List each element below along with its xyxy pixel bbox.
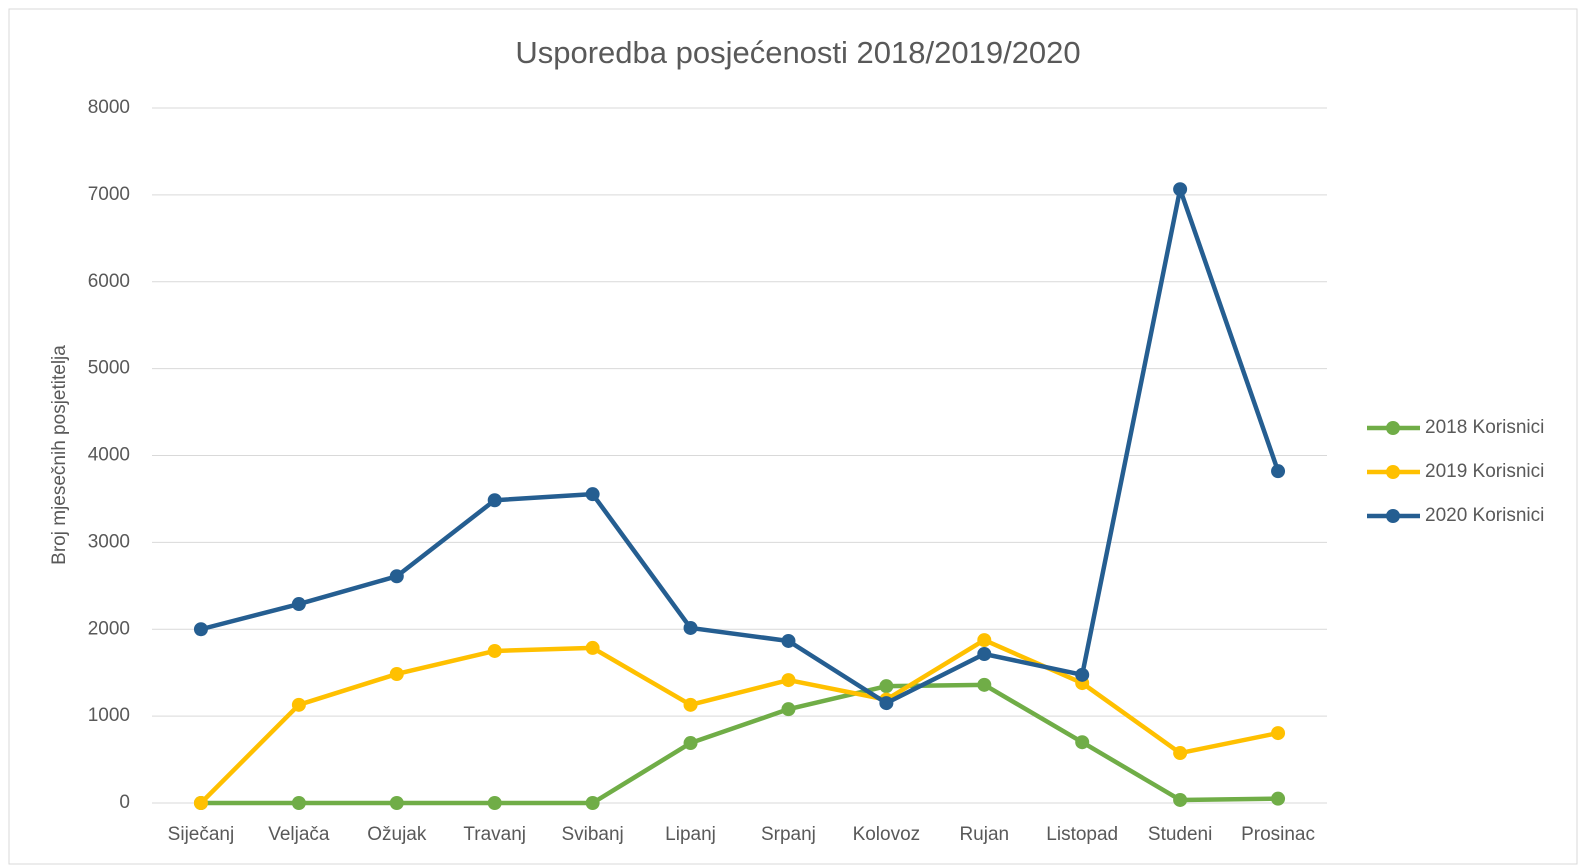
data-point (389, 569, 404, 584)
y-axis-label: Broj mjesečnih posjetitelja (49, 345, 70, 565)
series-line (200, 186, 1281, 706)
legend-marker (1386, 509, 1400, 523)
y-tick-label: 8000 (88, 97, 130, 118)
legend-marker (1386, 465, 1400, 479)
data-point (585, 487, 600, 502)
x-tick-label: Rujan (959, 824, 1009, 845)
legend-label: 2020 Korisnici (1425, 505, 1544, 526)
x-tick-label: Ožujak (367, 824, 427, 845)
data-point (1173, 746, 1188, 761)
data-point (977, 677, 992, 692)
legend-marker (1386, 421, 1400, 435)
chart-border (8, 8, 1578, 865)
data-point (193, 796, 208, 810)
data-point (879, 696, 894, 711)
x-tick-label: Listopad (1046, 824, 1118, 845)
chart-title: Usporedba posjećenosti 2018/2019/2020 (515, 35, 1080, 70)
data-point (781, 673, 796, 688)
data-point (487, 493, 502, 508)
x-tick-label: Svibanj (561, 824, 623, 845)
y-tick-label: 7000 (88, 184, 130, 205)
y-tick-label: 2000 (88, 618, 130, 639)
y-tick-label: 6000 (88, 271, 130, 292)
legend-label: 2018 Korisnici (1425, 417, 1544, 438)
x-tick-label: Kolovoz (853, 824, 921, 845)
data-point (389, 666, 404, 681)
data-point (487, 643, 502, 658)
data-point (977, 633, 992, 648)
legend-label: 2019 Korisnici (1425, 461, 1544, 482)
data-point (683, 620, 698, 635)
data-point (879, 679, 894, 694)
data-point (683, 736, 698, 751)
data-point (389, 796, 404, 810)
data-point (977, 647, 992, 662)
data-point (585, 796, 600, 810)
data-point (1271, 464, 1286, 479)
data-point (193, 622, 208, 637)
y-tick-label: 1000 (88, 705, 130, 726)
x-tick-label: Prosinac (1241, 824, 1315, 845)
y-tick-label: 3000 (88, 531, 130, 552)
data-point (1271, 726, 1286, 741)
data-point (291, 796, 306, 810)
data-point (487, 796, 502, 810)
data-point (291, 697, 306, 712)
data-point (1271, 791, 1286, 806)
data-point (781, 702, 796, 717)
data-point (683, 697, 698, 712)
series-line (199, 637, 1279, 805)
data-point (291, 597, 306, 612)
data-point (1173, 182, 1188, 197)
y-tick-label: 4000 (88, 445, 130, 466)
x-tick-label: Siječanj (168, 824, 235, 845)
data-point (1075, 735, 1090, 750)
x-tick-label: Studeni (1148, 824, 1212, 845)
data-point (781, 633, 796, 648)
y-tick-label: 5000 (88, 358, 130, 379)
y-tick-label: 0 (119, 792, 130, 813)
x-tick-label: Travanj (463, 824, 526, 845)
data-point (1075, 667, 1090, 682)
x-tick-label: Srpanj (761, 824, 816, 845)
data-point (1173, 792, 1188, 807)
x-tick-label: Lipanj (665, 824, 716, 845)
data-point (585, 640, 600, 655)
series-line (200, 682, 1279, 806)
x-tick-label: Veljača (268, 824, 330, 845)
